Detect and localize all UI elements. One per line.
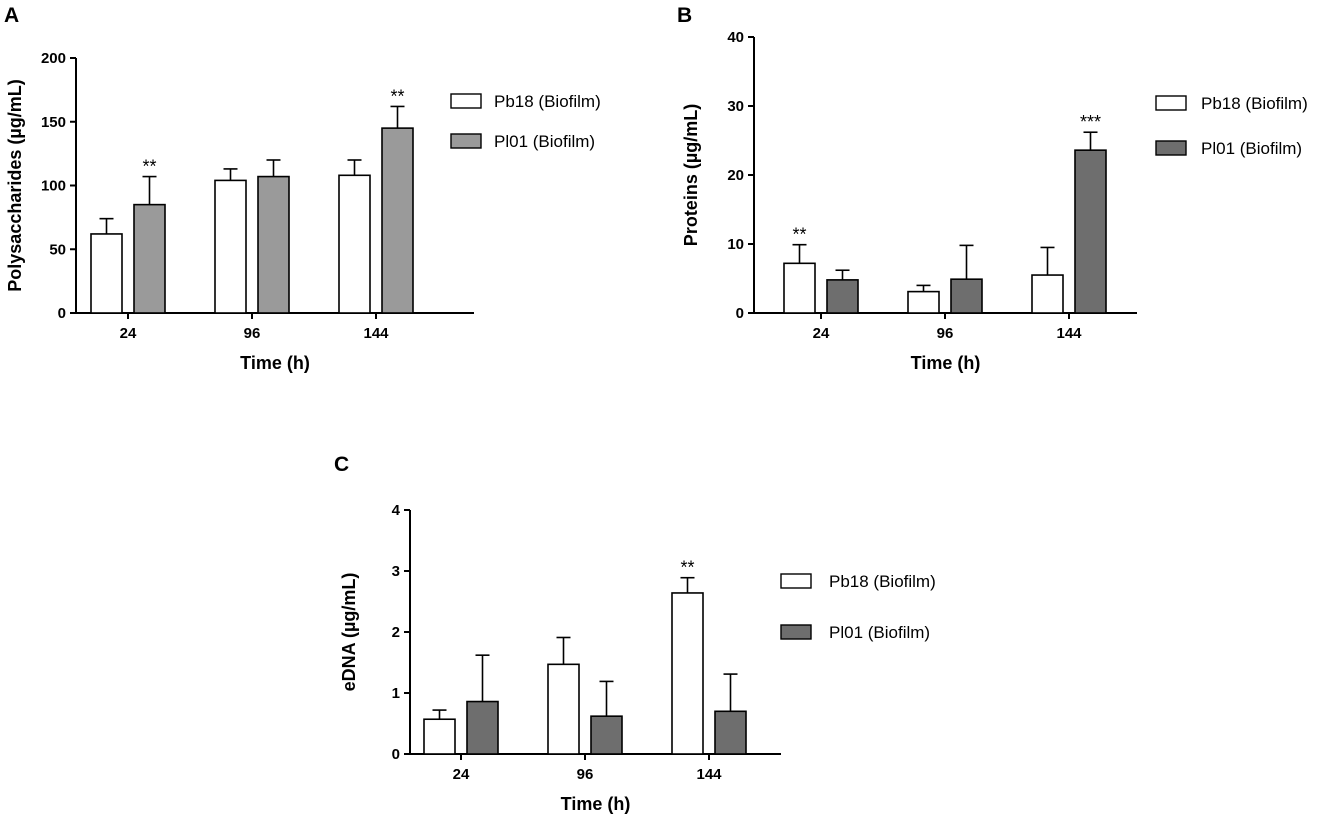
legend-label: Pl01 (Biofilm) xyxy=(1201,139,1302,158)
bar-pl01-96h[interactable] xyxy=(257,175,290,314)
bar-pl01-96h[interactable] xyxy=(950,278,983,314)
bar-pl01-144h[interactable] xyxy=(714,710,747,755)
y-tick-label: 3 xyxy=(392,563,400,580)
y-tick-label: 100 xyxy=(41,178,66,195)
significance-marker: ** xyxy=(142,157,156,177)
significance-marker: ** xyxy=(680,558,694,578)
x-tick-label: 144 xyxy=(1056,325,1082,342)
bar-pl01-24h[interactable] xyxy=(826,279,859,314)
bar-pb18-96h[interactable] xyxy=(214,179,247,314)
x-tick-label: 96 xyxy=(244,325,261,342)
y-tick-label: 20 xyxy=(727,167,744,184)
y-tick-label: 200 xyxy=(41,50,66,67)
y-tick-label: 2 xyxy=(392,624,400,641)
bar-pb18-144h[interactable] xyxy=(1031,274,1064,314)
panel-a-polysaccharides-chart: A 0 50 100 150 200 24 96 144 ** ** Time (h) Polysacc… xyxy=(4,4,601,373)
y-axis-title: Polysaccharides (µg/mL) xyxy=(5,79,25,291)
x-tick-label: 24 xyxy=(453,766,470,783)
bar-pl01-24h[interactable] xyxy=(466,700,499,755)
legend-label: Pb18 (Biofilm) xyxy=(494,92,601,111)
x-tick-label: 96 xyxy=(937,325,954,342)
y-tick-label: 0 xyxy=(58,305,66,322)
x-tick-label: 144 xyxy=(363,325,389,342)
y-axis-title: eDNA (µg/mL) xyxy=(339,573,359,692)
bar-pb18-144h[interactable] xyxy=(671,592,704,755)
bar-pl01-24h[interactable] xyxy=(133,203,166,314)
y-tick-label: 10 xyxy=(727,236,744,253)
x-axis-title: Time (h) xyxy=(561,794,631,814)
legend-label: Pb18 (Biofilm) xyxy=(829,572,936,591)
y-tick-label: 50 xyxy=(49,241,66,258)
significance-marker: ** xyxy=(792,225,806,245)
x-axis-title: Time (h) xyxy=(911,353,981,373)
x-tick-label: 96 xyxy=(577,766,594,783)
legend-label: Pl01 (Biofilm) xyxy=(494,132,595,151)
bar-pb18-96h[interactable] xyxy=(907,290,940,314)
significance-marker: *** xyxy=(1080,112,1101,132)
y-tick-label: 150 xyxy=(41,114,66,131)
bar-pb18-24h[interactable] xyxy=(783,262,816,314)
y-tick-label: 1 xyxy=(392,685,400,702)
x-axis-title: Time (h) xyxy=(240,353,310,373)
legend-label: Pl01 (Biofilm) xyxy=(829,623,930,642)
legend-swatch xyxy=(450,93,482,109)
y-tick-label: 40 xyxy=(727,29,744,46)
x-tick-label: 24 xyxy=(120,325,137,342)
legend-label: Pb18 (Biofilm) xyxy=(1201,94,1308,113)
bar-pb18-96h[interactable] xyxy=(547,663,580,755)
bar-pb18-144h[interactable] xyxy=(338,174,371,314)
bar-pl01-144h[interactable] xyxy=(1074,149,1107,314)
legend-swatch xyxy=(780,624,812,640)
x-tick-label: 24 xyxy=(813,325,830,342)
legend-swatch xyxy=(1155,95,1187,111)
significance-marker: ** xyxy=(390,86,404,106)
panel-letter: B xyxy=(677,4,692,27)
legend-swatch xyxy=(450,133,482,149)
y-tick-label: 4 xyxy=(392,502,401,519)
y-tick-label: 30 xyxy=(727,98,744,115)
y-tick-label: 0 xyxy=(736,305,744,322)
x-tick-label: 144 xyxy=(696,766,722,783)
y-tick-label: 0 xyxy=(392,746,400,763)
panel-letter: A xyxy=(4,4,19,27)
bar-pl01-96h[interactable] xyxy=(590,715,623,755)
bar-pb18-24h[interactable] xyxy=(423,718,456,755)
panel-letter: C xyxy=(334,453,349,476)
panel-c-edna-chart: C 0 1 2 3 4 24 96 144 ** Time (h) eDNA (µg/mL) Pb18 … xyxy=(334,453,936,814)
bar-pb18-24h[interactable] xyxy=(90,233,123,314)
legend-swatch xyxy=(780,573,812,589)
bar-pl01-144h[interactable] xyxy=(381,127,414,314)
y-axis-title: Proteins (µg/mL) xyxy=(681,104,701,246)
legend-swatch xyxy=(1155,140,1187,156)
